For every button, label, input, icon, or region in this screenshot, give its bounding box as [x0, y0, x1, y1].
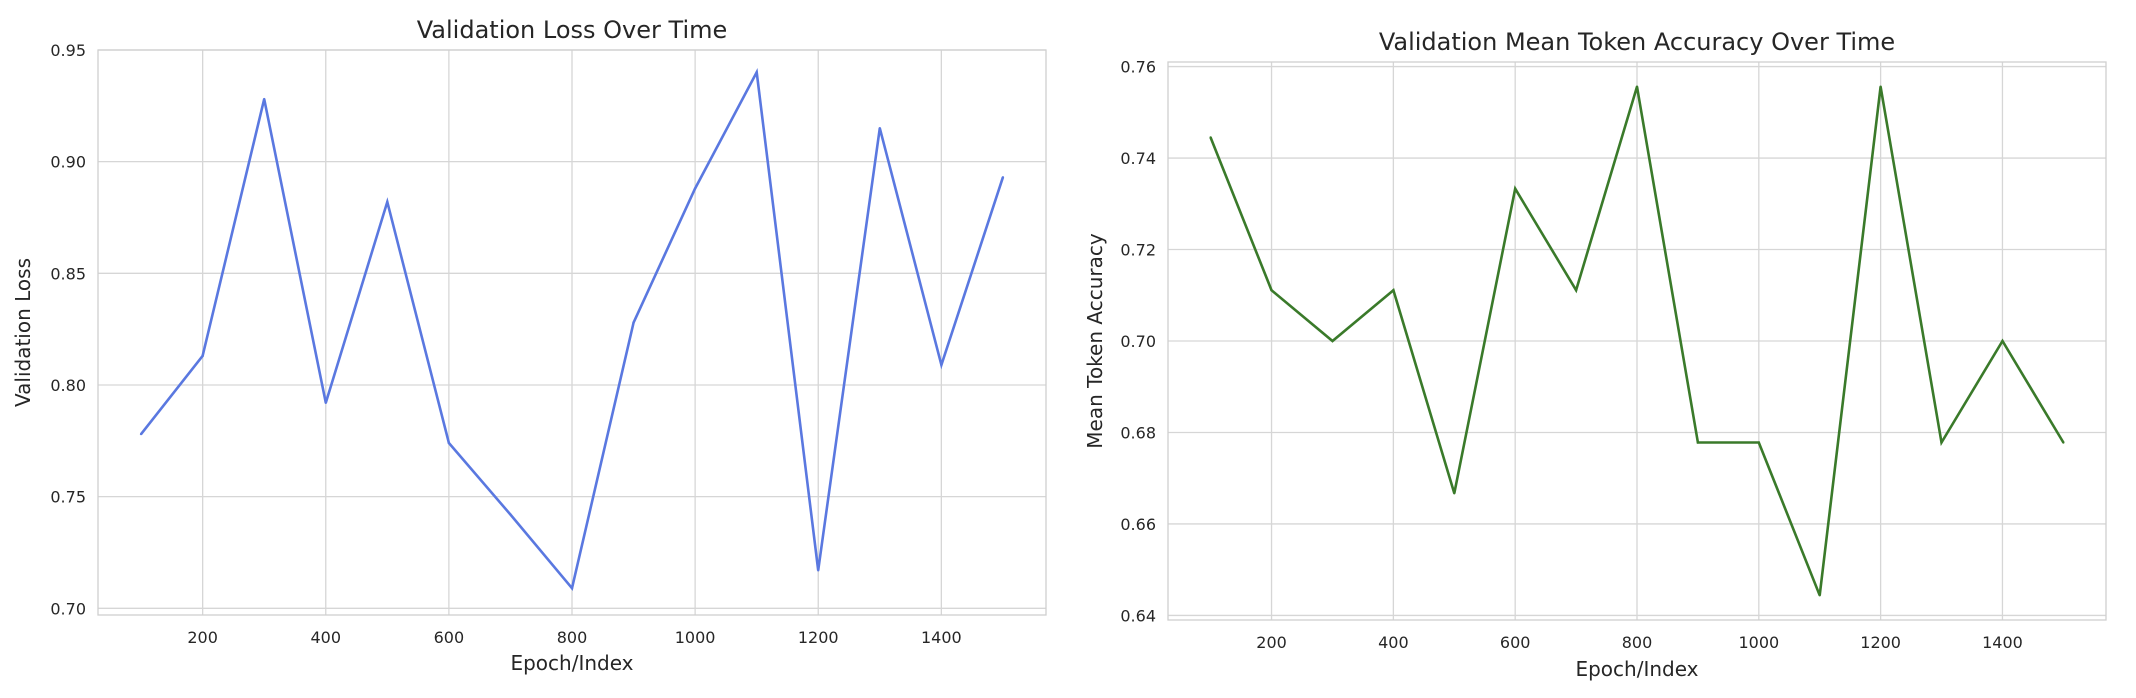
y-axis-label: Mean Token Accuracy	[1083, 233, 1107, 449]
y-tick-label: 0.74	[1120, 149, 1156, 168]
data-point	[1001, 176, 1005, 179]
x-tick-label: 400	[1378, 633, 1409, 652]
data-point	[263, 97, 266, 101]
data-point	[817, 569, 820, 572]
y-tick-label: 0.75	[50, 488, 86, 507]
data-point	[1574, 289, 1578, 292]
data-point	[693, 187, 697, 190]
data-point	[1392, 289, 1395, 292]
x-tick-label: 1000	[675, 628, 716, 647]
x-tick-label: 200	[1256, 633, 1287, 652]
x-tick-label: 200	[187, 628, 218, 647]
y-tick-label: 0.76	[1120, 58, 1156, 77]
data-point	[755, 71, 758, 74]
data-point	[1818, 594, 1821, 597]
data-point	[878, 126, 881, 130]
chart-title: Validation Loss Over Time	[417, 16, 728, 44]
data-point	[940, 363, 943, 367]
data-point	[139, 432, 143, 436]
x-tick-label: 800	[1622, 633, 1653, 652]
data-point	[201, 354, 204, 358]
x-tick-label: 1200	[798, 628, 839, 647]
y-tick-label: 0.95	[50, 41, 86, 60]
plot-frame	[1167, 61, 2107, 621]
y-tick-label: 0.70	[50, 599, 86, 618]
x-tick-label: 1400	[921, 628, 962, 647]
x-tick-label: 600	[434, 628, 465, 647]
grid	[1168, 62, 2106, 620]
y-tick-label: 0.80	[50, 376, 86, 395]
data-point	[1513, 187, 1517, 190]
y-tick-label: 0.68	[1120, 423, 1156, 442]
validation-accuracy-chart: Validation Mean Token Accuracy Over Time…	[1083, 28, 2107, 681]
x-tick-label: 1000	[1738, 633, 1779, 652]
y-tick-label: 0.90	[50, 153, 86, 172]
x-axis-label: Epoch/Index	[1575, 657, 1698, 681]
x-axis-label: Epoch/Index	[510, 651, 633, 675]
data-point	[509, 513, 512, 516]
data-point	[1453, 492, 1456, 495]
data-point	[447, 441, 451, 445]
data-point	[570, 587, 574, 590]
data-point	[2001, 339, 2004, 343]
data-point	[1209, 136, 1212, 139]
y-tick-label: 0.64	[1120, 606, 1156, 625]
x-tick-label: 600	[1500, 633, 1531, 652]
data-point	[1879, 85, 1882, 88]
y-tick-label: 0.66	[1120, 515, 1156, 534]
data-point	[1757, 441, 1761, 444]
plot-frame	[97, 49, 1047, 616]
data-point	[1696, 441, 1700, 444]
data-point	[1270, 289, 1273, 292]
validation-loss-chart: Validation Loss Over Time Epoch/Index Va…	[11, 16, 1047, 675]
y-tick-label: 0.72	[1120, 241, 1156, 260]
data-point	[632, 321, 635, 324]
y-tick-label: 0.85	[50, 264, 86, 283]
y-tick-label: 0.70	[1120, 332, 1156, 351]
x-tick-label: 1200	[1860, 633, 1901, 652]
chart-title: Validation Mean Token Accuracy Over Time	[1379, 28, 1895, 56]
data-point	[2062, 441, 2065, 444]
y-axis-label: Validation Loss	[11, 258, 35, 407]
x-tick-label: 800	[557, 628, 588, 647]
data-point	[386, 200, 389, 204]
x-tick-label: 400	[310, 628, 341, 647]
data-point	[1635, 85, 1639, 88]
data-point	[1940, 441, 1943, 444]
grid	[98, 49, 1046, 615]
x-tick-label: 1400	[1982, 633, 2023, 652]
data-point	[1331, 339, 1334, 343]
data-point	[324, 401, 327, 405]
